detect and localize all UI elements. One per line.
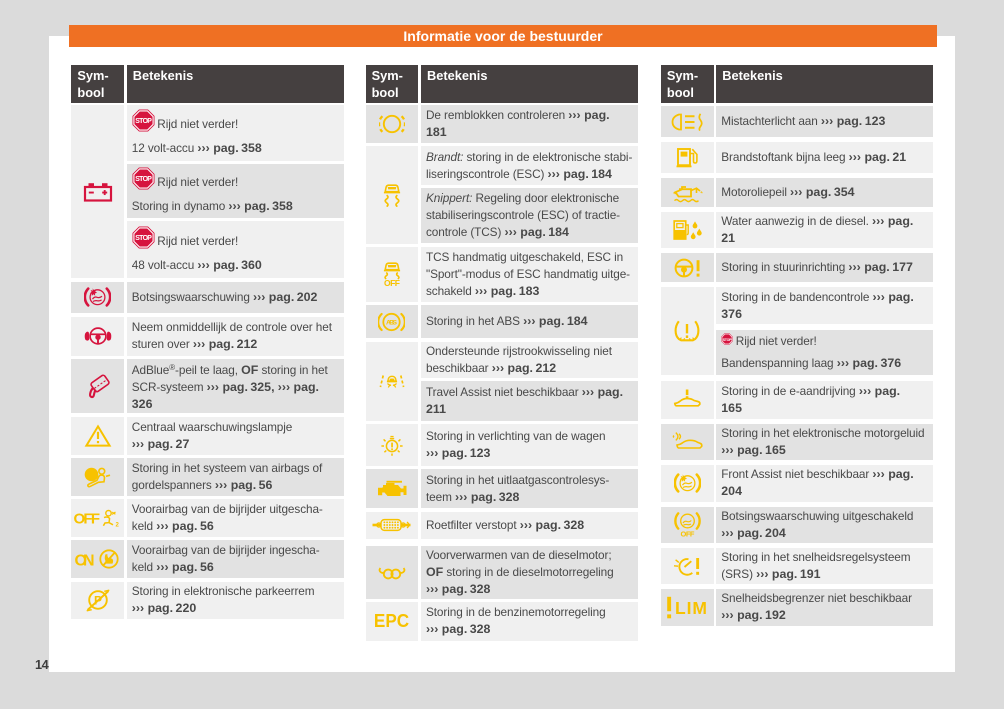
svg-text:STOP: STOP xyxy=(723,337,732,341)
svg-text:OFF: OFF xyxy=(74,511,100,528)
svg-text:STOP: STOP xyxy=(135,176,152,183)
svg-text:STOP: STOP xyxy=(135,235,152,242)
svg-text:OFF: OFF xyxy=(680,530,694,538)
svg-text:ON: ON xyxy=(75,553,95,569)
svg-text:ABS: ABS xyxy=(386,319,398,326)
svg-text:LIM: LIM xyxy=(675,598,707,618)
svg-text:2: 2 xyxy=(116,523,120,528)
svg-text:STOP: STOP xyxy=(135,118,152,125)
svg-text:OFF: OFF xyxy=(384,278,400,287)
